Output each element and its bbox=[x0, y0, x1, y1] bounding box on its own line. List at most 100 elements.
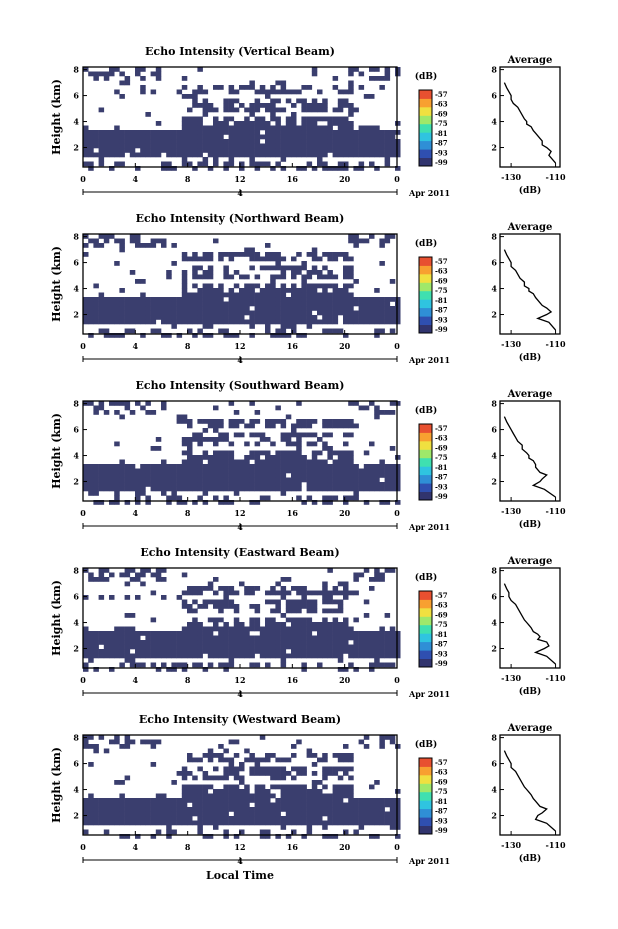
colorbar-label: -87 bbox=[435, 306, 448, 315]
colorbar-label: -57 bbox=[435, 591, 448, 600]
profile-frame bbox=[499, 233, 561, 335]
colorbar-label: -57 bbox=[435, 90, 448, 99]
colorbar-label: -93 bbox=[435, 816, 448, 825]
colorbar-label: -87 bbox=[435, 139, 448, 148]
colorbar-label: -69 bbox=[435, 443, 448, 452]
colorbar-segment bbox=[419, 466, 432, 476]
colorbar-segment bbox=[419, 432, 432, 442]
x-tick-label: 0 bbox=[394, 675, 400, 685]
x-tick-label: 4 bbox=[133, 842, 139, 852]
y-tick-label: 4 bbox=[73, 785, 79, 795]
y-tick-label: 6 bbox=[73, 258, 79, 268]
colorbar-segment bbox=[419, 591, 432, 600]
colorbar-unit: (dB) bbox=[415, 572, 437, 583]
colorbar-segment bbox=[419, 424, 432, 433]
date-label: Apr 2011 bbox=[408, 188, 450, 198]
x-tick-label: 12 bbox=[234, 675, 245, 685]
colorbar-frame bbox=[418, 89, 433, 167]
colorbar-frame bbox=[418, 423, 433, 501]
profile-x-tick-label: -110 bbox=[546, 673, 566, 683]
profile-frame bbox=[499, 567, 561, 669]
x-tick-label: 0 bbox=[394, 341, 400, 351]
colorbar-label: -93 bbox=[435, 148, 448, 157]
profile-x-tick-label: -110 bbox=[546, 339, 566, 349]
colorbar-label: -75 bbox=[435, 119, 448, 128]
colorbar-segment bbox=[419, 624, 432, 634]
y-tick-label: 4 bbox=[73, 451, 79, 461]
colorbar-segment bbox=[419, 483, 432, 492]
colorbar-segment bbox=[419, 440, 432, 450]
colorbar-segment bbox=[419, 316, 432, 325]
profile-y-tick-label: 2 bbox=[491, 811, 497, 821]
y-tick-label: 8 bbox=[73, 65, 79, 75]
colorbar-segment bbox=[419, 123, 432, 133]
colorbar-segment bbox=[419, 457, 432, 467]
echo-panel-1: Echo Intensity (Vertical Beam) 2 4 6 8 Height… bbox=[50, 45, 566, 198]
y-axis-label: Height (km) bbox=[50, 79, 63, 155]
x-tick-label: 16 bbox=[287, 341, 299, 351]
colorbar-label: -69 bbox=[435, 109, 448, 118]
colorbar-label: -99 bbox=[435, 659, 448, 668]
y-tick-label: 8 bbox=[73, 232, 79, 242]
echo-panel-3: Echo Intensity (Southward Beam) 2 4 6 8 Heigh… bbox=[50, 379, 566, 532]
colorbar-segment bbox=[419, 282, 432, 292]
x-tick-label: 20 bbox=[339, 174, 351, 184]
colorbar-segment bbox=[419, 157, 432, 167]
profile-x-tick-label: -130 bbox=[501, 506, 521, 516]
y-axis-label: Height (km) bbox=[50, 246, 63, 322]
colorbar-segment bbox=[419, 599, 432, 609]
x-tick-label: 8 bbox=[185, 675, 191, 685]
colorbar-segment bbox=[419, 766, 432, 776]
colorbar-segment bbox=[419, 140, 432, 150]
x-tick-label: 4 bbox=[133, 508, 139, 518]
y-axis-label: Height (km) bbox=[50, 747, 63, 823]
x-tick-label: 12 bbox=[234, 341, 245, 351]
x-tick-label: 20 bbox=[339, 842, 351, 852]
colorbar-label: -81 bbox=[435, 296, 448, 305]
profile-y-tick-label: 4 bbox=[491, 785, 497, 795]
colorbar-label: -99 bbox=[435, 325, 448, 334]
colorbar-segment bbox=[419, 658, 432, 668]
y-tick-label: 2 bbox=[73, 310, 79, 320]
panel-title: Echo Intensity (Eastward Beam) bbox=[140, 546, 339, 559]
colorbar-unit: (dB) bbox=[415, 739, 437, 750]
profile-y-tick-label: 8 bbox=[491, 399, 497, 409]
x-tick-label: 20 bbox=[339, 675, 351, 685]
average-profile: Average 2 4 6 8 -130 -110 (dB) bbox=[491, 723, 566, 864]
colorbar-label: -63 bbox=[435, 434, 448, 443]
colorbar-segment bbox=[419, 98, 432, 108]
colorbar-label: -81 bbox=[435, 630, 448, 639]
y-tick-label: 4 bbox=[73, 284, 79, 294]
x-tick-label: 8 bbox=[185, 842, 191, 852]
x-tick-label: 20 bbox=[339, 508, 351, 518]
y-axis-label: Height (km) bbox=[50, 413, 63, 489]
colorbar-label: -93 bbox=[435, 482, 448, 491]
echo-panel-5: Echo Intensity (Westward Beam) 2 4 6 8 Height… bbox=[50, 713, 566, 866]
x-tick-label: 8 bbox=[185, 508, 191, 518]
profile-y-tick-label: 2 bbox=[491, 143, 497, 153]
x-tick-label: 0 bbox=[80, 341, 86, 351]
x-tick-label: 0 bbox=[394, 842, 400, 852]
x-tick-label: 8 bbox=[185, 341, 191, 351]
colorbar-segment bbox=[419, 307, 432, 317]
colorbar-segment bbox=[419, 324, 432, 334]
colorbar-label: -57 bbox=[435, 257, 448, 266]
colorbar-segment bbox=[419, 132, 432, 142]
date-label: Apr 2011 bbox=[408, 689, 450, 699]
date-tick-label: 4 bbox=[237, 188, 243, 198]
x-tick-label: 12 bbox=[234, 174, 245, 184]
x-tick-label: 16 bbox=[287, 842, 299, 852]
colorbar-label: -99 bbox=[435, 158, 448, 167]
date-label: Apr 2011 bbox=[408, 856, 450, 866]
profile-y-tick-label: 6 bbox=[491, 425, 497, 435]
profile-y-tick-label: 2 bbox=[491, 477, 497, 487]
profile-frame bbox=[499, 734, 561, 836]
profile-x-tick-label: -130 bbox=[501, 840, 521, 850]
profile-frame bbox=[499, 66, 561, 168]
y-tick-label: 4 bbox=[73, 618, 79, 628]
colorbar-label: -93 bbox=[435, 315, 448, 324]
profile-title: Average bbox=[507, 556, 553, 567]
panel-title: Echo Intensity (Vertical Beam) bbox=[145, 45, 335, 58]
profile-x-label: (dB) bbox=[519, 519, 541, 530]
